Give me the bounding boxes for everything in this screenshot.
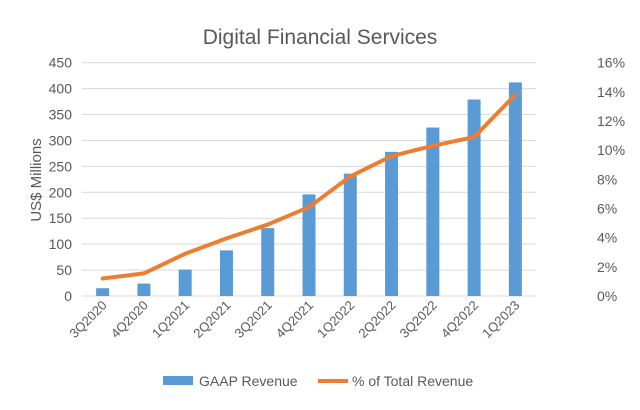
y-tick-label: 150 (49, 210, 73, 226)
y-tick-label: 50 (56, 262, 72, 278)
y-tick-label: 350 (49, 107, 73, 123)
bar (179, 270, 192, 296)
legend-swatch-bar (163, 376, 193, 385)
bar (344, 174, 357, 296)
y2-tick-label: 4% (597, 230, 617, 246)
y2-tick-label: 2% (597, 259, 617, 275)
y2-tick-label: 10% (597, 142, 625, 158)
y-tick-label: 300 (49, 132, 73, 148)
y2-tick-label: 8% (597, 171, 617, 187)
y2-tick-label: 16% (597, 55, 625, 71)
x-tick-label: 2Q2022 (355, 298, 398, 341)
bar (385, 152, 398, 296)
y-tick-label: 200 (49, 184, 73, 200)
x-tick-label: 4Q2020 (108, 298, 151, 341)
x-tick-label: 3Q2022 (397, 298, 440, 341)
bar (261, 228, 274, 296)
legend-label-line: % of Total Revenue (352, 373, 473, 389)
y-tick-label: 0 (64, 288, 72, 304)
bar (468, 100, 481, 296)
x-tick-label: 1Q2022 (314, 298, 357, 341)
legend-label-bar: GAAP Revenue (199, 373, 298, 389)
y2-tick-label: 12% (597, 113, 625, 129)
y-axis-label: US$ Millions (28, 138, 45, 221)
x-tick-label: 3Q2020 (66, 298, 109, 341)
x-tick-label: 2Q2021 (190, 298, 233, 341)
y-tick-label: 400 (49, 81, 73, 97)
bar (220, 250, 233, 296)
legend: GAAP Revenue % of Total Revenue (163, 373, 473, 389)
y-tick-label: 100 (49, 236, 73, 252)
bar (426, 128, 439, 296)
bar (96, 288, 109, 296)
y2-tick-label: 0% (597, 288, 617, 304)
x-tick-label: 1Q2021 (149, 298, 192, 341)
x-tick-label: 4Q2022 (438, 298, 481, 341)
y-tick-label: 250 (49, 158, 73, 174)
y2-tick-label: 6% (597, 201, 617, 217)
chart-title: Digital Financial Services (203, 26, 438, 49)
x-tick-label: 1Q2023 (479, 298, 522, 341)
bar (509, 82, 522, 296)
bar (137, 284, 150, 296)
x-tick-label: 3Q2021 (232, 298, 275, 341)
y-tick-label: 450 (49, 55, 73, 71)
y2-tick-label: 14% (597, 84, 625, 100)
x-tick-label: 4Q2021 (273, 298, 316, 341)
